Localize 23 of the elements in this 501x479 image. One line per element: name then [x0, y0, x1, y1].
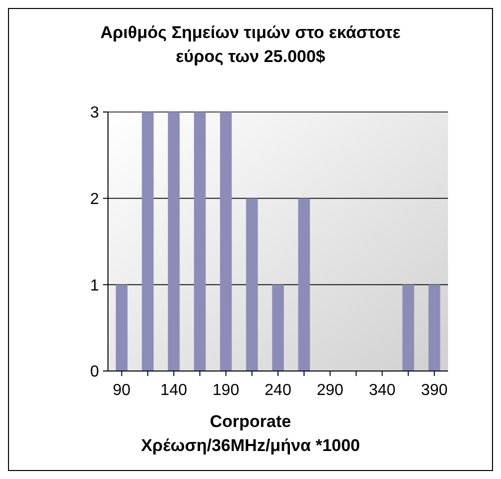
x-tick-label: 290: [316, 382, 344, 399]
y-tick-label: 1: [90, 277, 100, 294]
bar: [116, 284, 128, 371]
bar: [402, 284, 414, 371]
chart-title: Αριθμός Σημείων τιμών στο εκάστοτε εύρος των 25.000$: [100, 23, 401, 66]
x-tick-label: 340: [368, 382, 396, 399]
bar: [168, 112, 180, 371]
bar: [428, 284, 440, 371]
bar: [194, 112, 206, 371]
y-tick-label: 3: [90, 104, 100, 122]
bar: [272, 284, 284, 371]
bar: [142, 112, 154, 371]
x-tick-label: 140: [160, 382, 188, 399]
y-tick-label: 0: [90, 364, 100, 381]
bar: [246, 198, 258, 371]
x-tick-label: 190: [212, 382, 240, 399]
x-tick-label: 390: [420, 382, 448, 399]
x-tick-label: 240: [264, 382, 292, 399]
bar: [220, 112, 232, 371]
x-axis-title: Corporate Χρέωση/36MHz/μήνα *1000: [140, 412, 360, 455]
y-tick-label: 2: [90, 190, 100, 208]
bar: [298, 198, 310, 371]
x-tick-label: 90: [112, 382, 131, 399]
